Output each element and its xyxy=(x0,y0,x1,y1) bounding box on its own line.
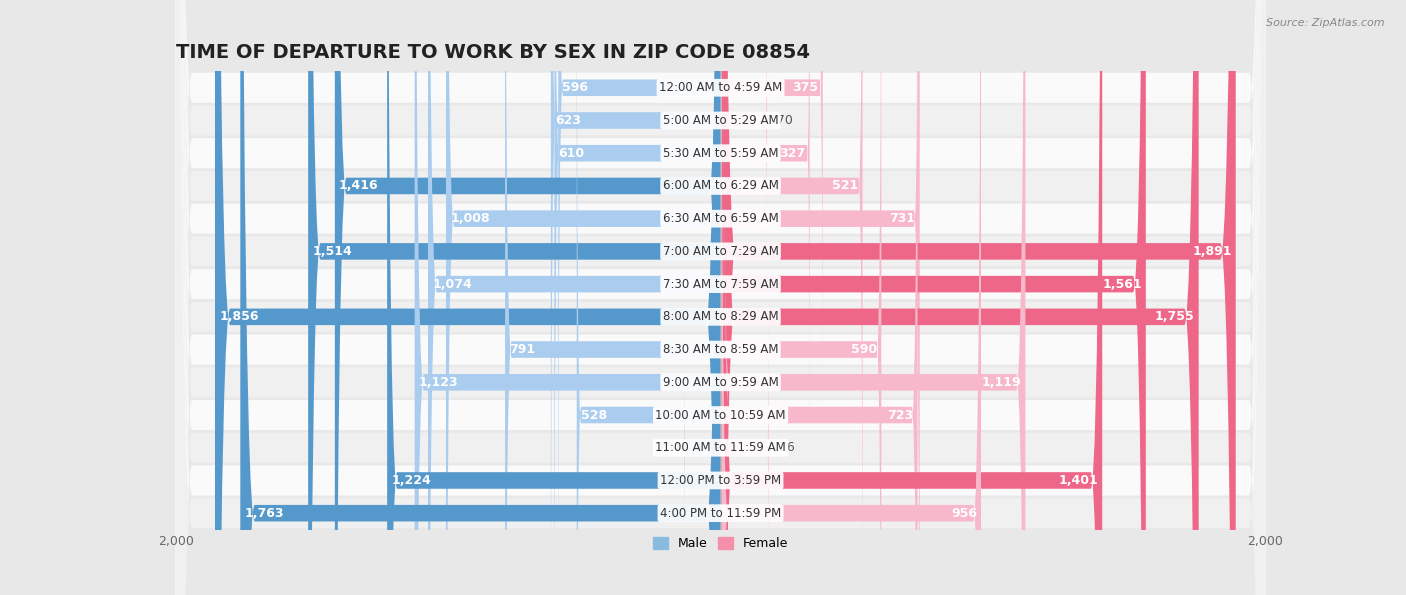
Text: 1,123: 1,123 xyxy=(419,376,458,389)
FancyBboxPatch shape xyxy=(551,0,721,595)
FancyBboxPatch shape xyxy=(554,0,721,595)
FancyBboxPatch shape xyxy=(721,0,862,595)
FancyBboxPatch shape xyxy=(721,0,1236,595)
FancyBboxPatch shape xyxy=(176,0,1265,595)
Text: 1,891: 1,891 xyxy=(1192,245,1232,258)
Text: 5:00 AM to 5:29 AM: 5:00 AM to 5:29 AM xyxy=(662,114,779,127)
Text: 12:00 AM to 4:59 AM: 12:00 AM to 4:59 AM xyxy=(659,82,782,94)
FancyBboxPatch shape xyxy=(215,0,721,595)
Text: 1,755: 1,755 xyxy=(1154,311,1195,323)
FancyBboxPatch shape xyxy=(387,0,721,595)
FancyBboxPatch shape xyxy=(176,0,1265,595)
Text: 176: 176 xyxy=(772,441,796,454)
Text: 11:00 AM to 11:59 AM: 11:00 AM to 11:59 AM xyxy=(655,441,786,454)
Text: 1,416: 1,416 xyxy=(339,180,378,192)
Text: 327: 327 xyxy=(779,147,806,159)
FancyBboxPatch shape xyxy=(721,283,769,595)
FancyBboxPatch shape xyxy=(721,0,981,595)
FancyBboxPatch shape xyxy=(446,0,721,595)
FancyBboxPatch shape xyxy=(176,0,1265,595)
Text: 8:00 AM to 8:29 AM: 8:00 AM to 8:29 AM xyxy=(662,311,779,323)
Text: 5:30 AM to 5:59 AM: 5:30 AM to 5:59 AM xyxy=(662,147,779,159)
FancyBboxPatch shape xyxy=(308,0,721,595)
FancyBboxPatch shape xyxy=(721,0,920,595)
FancyBboxPatch shape xyxy=(176,0,1265,595)
Text: 1,514: 1,514 xyxy=(312,245,352,258)
FancyBboxPatch shape xyxy=(427,0,721,595)
FancyBboxPatch shape xyxy=(176,0,1265,595)
FancyBboxPatch shape xyxy=(176,0,1265,595)
Text: Source: ZipAtlas.com: Source: ZipAtlas.com xyxy=(1267,18,1385,28)
Text: TIME OF DEPARTURE TO WORK BY SEX IN ZIP CODE 08854: TIME OF DEPARTURE TO WORK BY SEX IN ZIP … xyxy=(176,42,810,61)
FancyBboxPatch shape xyxy=(176,0,1265,595)
FancyBboxPatch shape xyxy=(176,0,1265,595)
Text: 1,561: 1,561 xyxy=(1102,278,1142,290)
Text: 375: 375 xyxy=(793,82,818,94)
Text: 521: 521 xyxy=(832,180,859,192)
FancyBboxPatch shape xyxy=(721,0,810,466)
Text: 6:00 AM to 6:29 AM: 6:00 AM to 6:29 AM xyxy=(662,180,779,192)
Text: 1,074: 1,074 xyxy=(432,278,472,290)
Text: 1,119: 1,119 xyxy=(981,376,1021,389)
FancyBboxPatch shape xyxy=(721,0,766,279)
Text: 1,224: 1,224 xyxy=(391,474,432,487)
Text: 134: 134 xyxy=(657,441,681,454)
Text: 596: 596 xyxy=(562,82,588,94)
Text: 623: 623 xyxy=(555,114,581,127)
Text: 956: 956 xyxy=(950,507,977,519)
FancyBboxPatch shape xyxy=(685,324,721,571)
Text: 528: 528 xyxy=(581,409,607,421)
FancyBboxPatch shape xyxy=(176,0,1265,595)
Text: 1,401: 1,401 xyxy=(1059,474,1098,487)
Text: 791: 791 xyxy=(509,343,536,356)
Text: 7:30 AM to 7:59 AM: 7:30 AM to 7:59 AM xyxy=(662,278,779,290)
Text: 12:00 PM to 3:59 PM: 12:00 PM to 3:59 PM xyxy=(659,474,782,487)
FancyBboxPatch shape xyxy=(176,0,1265,595)
FancyBboxPatch shape xyxy=(176,0,1265,595)
Text: 1,856: 1,856 xyxy=(219,311,259,323)
Text: 9:00 AM to 9:59 AM: 9:00 AM to 9:59 AM xyxy=(662,376,779,389)
FancyBboxPatch shape xyxy=(721,0,1199,595)
Text: 731: 731 xyxy=(890,212,915,225)
Text: 7:00 AM to 7:29 AM: 7:00 AM to 7:29 AM xyxy=(662,245,779,258)
Text: 10:00 AM to 10:59 AM: 10:00 AM to 10:59 AM xyxy=(655,409,786,421)
FancyBboxPatch shape xyxy=(505,0,721,595)
FancyBboxPatch shape xyxy=(721,0,823,447)
FancyBboxPatch shape xyxy=(721,0,882,595)
Text: 1,763: 1,763 xyxy=(245,507,284,519)
FancyBboxPatch shape xyxy=(176,0,1265,595)
FancyBboxPatch shape xyxy=(176,0,1265,595)
Text: 723: 723 xyxy=(887,409,914,421)
FancyBboxPatch shape xyxy=(721,0,1025,595)
Text: 8:30 AM to 8:59 AM: 8:30 AM to 8:59 AM xyxy=(662,343,779,356)
Text: 610: 610 xyxy=(558,147,585,159)
Text: 590: 590 xyxy=(851,343,877,356)
FancyBboxPatch shape xyxy=(576,0,721,595)
FancyBboxPatch shape xyxy=(721,0,1146,595)
FancyBboxPatch shape xyxy=(558,0,721,595)
FancyBboxPatch shape xyxy=(240,0,721,595)
Text: 1,008: 1,008 xyxy=(450,212,489,225)
Text: 170: 170 xyxy=(770,114,794,127)
Text: 6:30 AM to 6:59 AM: 6:30 AM to 6:59 AM xyxy=(662,212,779,225)
FancyBboxPatch shape xyxy=(415,0,721,595)
Text: 4:00 PM to 11:59 PM: 4:00 PM to 11:59 PM xyxy=(659,507,782,519)
Legend: Male, Female: Male, Female xyxy=(648,533,793,555)
FancyBboxPatch shape xyxy=(335,0,721,595)
FancyBboxPatch shape xyxy=(721,0,1102,595)
FancyBboxPatch shape xyxy=(721,0,918,595)
FancyBboxPatch shape xyxy=(176,0,1265,595)
